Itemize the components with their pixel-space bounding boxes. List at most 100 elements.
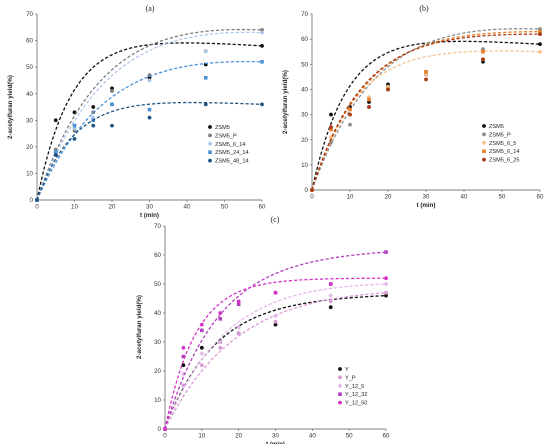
legend-label: ZSM5_24_14 [215, 150, 249, 156]
data-point [424, 77, 428, 82]
fit-line-Y_P [164, 292, 387, 430]
y-tick-label: 20 [26, 144, 33, 151]
data-point [199, 322, 204, 327]
legend-entry: ZSM5_6_14 [482, 149, 519, 155]
legend-entry: Y_12_32 [338, 392, 367, 398]
x-tick-label: 10 [198, 433, 205, 440]
y-tick-label: 30 [301, 112, 308, 119]
x-tick-label: 30 [272, 433, 279, 440]
legend-entry: Y [338, 367, 349, 373]
panel-c: 0 10 20 30 40 50 60 0 10 20 30 40 50 60 70 t (min) 2-ace… [136, 215, 390, 444]
legend-entry: ZSM5_6_14 [207, 141, 245, 148]
data-point [273, 313, 278, 319]
y-tick-label: 20 [301, 137, 308, 144]
fit-line-ZSM5_P [311, 28, 541, 191]
legend-entry: ZSM5_6_25 [482, 158, 519, 164]
data-point [35, 198, 39, 202]
legend-label: Y_12_50 [345, 401, 367, 407]
y-tick-label: 70 [154, 223, 161, 230]
data-point [367, 105, 371, 109]
y-tick-label: 50 [26, 64, 33, 71]
legend-marker [482, 132, 486, 137]
legend-label: ZSM5 [489, 124, 504, 130]
data-point [273, 319, 278, 324]
legend-marker [338, 367, 342, 371]
x-tick-label: 30 [423, 194, 430, 201]
panel-b: 0 10 20 30 40 50 60 0 10 20 30 40 50 60 70 t (min) 2-ace… [282, 4, 544, 209]
y-tick-label: 10 [154, 397, 161, 404]
data-point [53, 150, 58, 154]
data-point [199, 363, 204, 368]
series-Y_12_5 [162, 281, 389, 432]
data-point [537, 49, 543, 55]
data-point [199, 351, 205, 356]
legend-entry: ZSM5 [482, 124, 504, 130]
legend-marker [338, 392, 342, 396]
legend-marker [482, 124, 486, 128]
legend-entry: ZSM5_6_5 [481, 140, 516, 147]
legend-marker [337, 383, 343, 389]
legend-entry: ZSM5_P [482, 132, 511, 138]
data-point [260, 43, 264, 48]
y-tick-label: 60 [154, 252, 161, 259]
data-point [481, 57, 485, 62]
fit-line-Y_12_5 [164, 283, 387, 430]
legend-label: ZSM5_P [215, 133, 237, 139]
data-point [91, 123, 96, 128]
panel-c-y-axis-label: 2-acetylfuran yield(%) [136, 295, 143, 359]
legend-marker [481, 140, 487, 146]
legend-marker [207, 141, 213, 147]
x-tick-label: 40 [309, 433, 316, 440]
data-point [384, 276, 388, 281]
legend-label: Y_12_5 [345, 384, 364, 390]
data-point [328, 282, 333, 286]
x-tick-label: 60 [537, 194, 544, 201]
y-tick-label: 70 [26, 11, 33, 18]
legend-label: Y_P [345, 375, 356, 381]
y-tick-label: 10 [301, 162, 308, 169]
data-point [110, 123, 114, 128]
series-ZSM5_P [310, 27, 542, 192]
legend-label: ZSM5_P [489, 132, 511, 138]
x-tick-label: 60 [383, 433, 390, 440]
data-point [218, 311, 223, 315]
y-tick-label: 60 [301, 36, 308, 43]
data-point [366, 94, 372, 100]
fit-line-Y_12_32 [164, 251, 387, 430]
x-tick-label: 0 [163, 433, 167, 440]
data-point [385, 84, 391, 90]
data-point [200, 328, 204, 333]
data-point [218, 317, 223, 321]
legend-label: ZSM5_6_5 [489, 141, 516, 147]
data-point [384, 250, 388, 254]
data-point [260, 60, 264, 64]
legend-label: Y [345, 367, 349, 373]
legend-entry: ZSM5_24_14 [208, 150, 249, 156]
x-tick-label: 10 [347, 194, 354, 201]
legend-entry: ZSM5_48_14 [208, 159, 249, 165]
series-Y_P [163, 290, 388, 431]
data-point [236, 325, 242, 330]
x-tick-label: 20 [385, 194, 392, 201]
data-point [53, 118, 58, 123]
legend-label: Y_12_32 [345, 392, 367, 398]
data-point [147, 78, 152, 83]
legend-entry: ZSM5_P [208, 133, 237, 139]
data-point [423, 71, 429, 77]
fit-line-ZSM5_P [36, 28, 263, 201]
panel-a: 0 10 20 30 40 50 60 0 10 20 30 40 50 60 70 t (min) 2-ace… [7, 4, 266, 219]
legend-entry: ZSM5 [208, 125, 230, 131]
data-point [538, 42, 542, 47]
fit-line-ZSM5 [311, 40, 541, 191]
series-ZSM5_6_25 [310, 32, 542, 192]
series-ZSM5 [35, 42, 264, 202]
x-tick-label: 60 [259, 204, 266, 211]
data-point [72, 136, 77, 141]
x-tick-label: 40 [461, 194, 468, 201]
y-tick-label: 30 [154, 339, 161, 346]
y-tick-label: 50 [301, 61, 308, 68]
panel-c-x-axis-label: t (min) [266, 441, 285, 444]
panel-b-x-axis-label: t (min) [417, 202, 436, 209]
panel-a-title: (a) [146, 4, 155, 13]
